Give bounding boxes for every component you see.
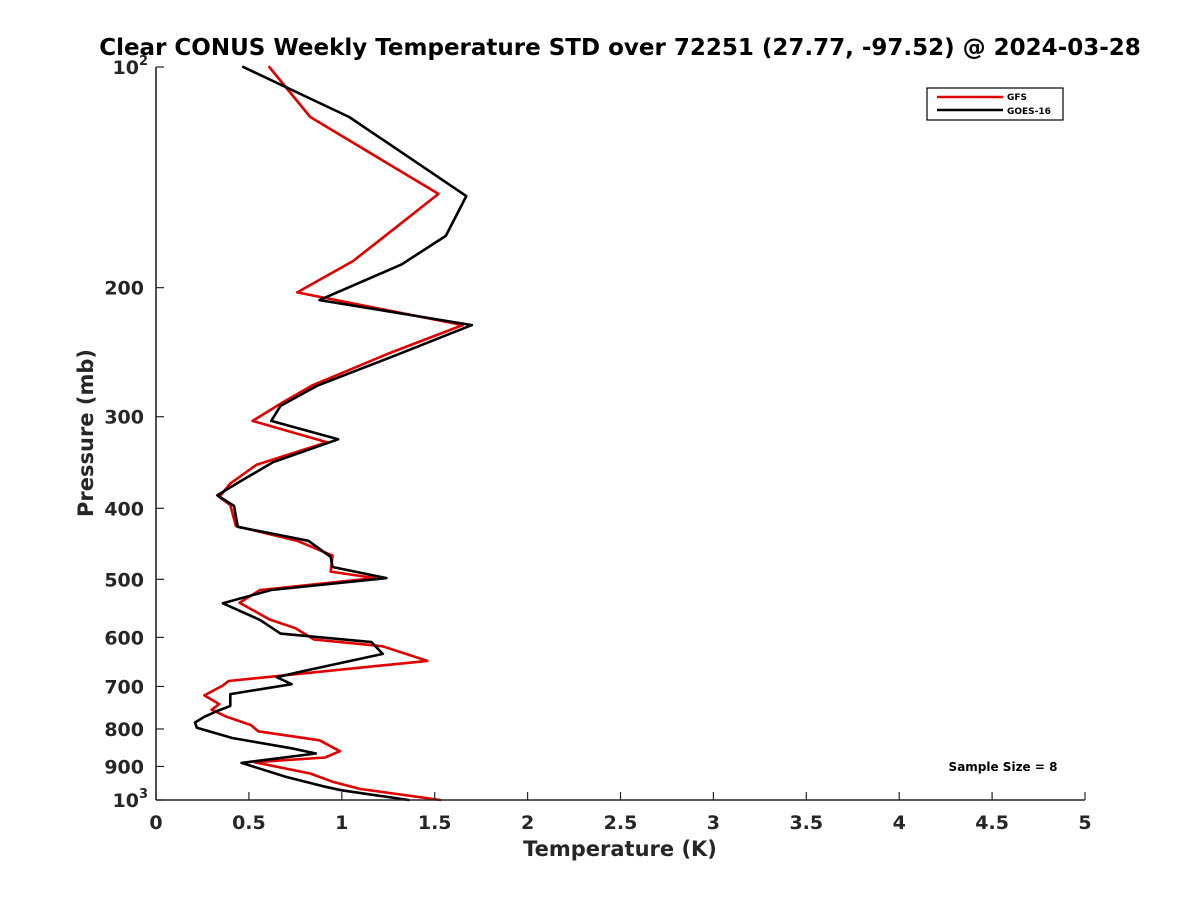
y-tick-label: 300: [104, 407, 144, 429]
legend: GFS GOES-16: [926, 87, 1064, 121]
sample-size-annotation: Sample Size = 8: [949, 760, 1058, 774]
y-tick-label: 400: [104, 498, 144, 520]
y-tick-label: 700: [104, 676, 144, 698]
y-tick-label: 500: [104, 569, 144, 591]
x-tick-label: 0.5: [232, 812, 266, 834]
y-tick-label: 600: [104, 627, 144, 649]
series-line-goes-16: [193, 65, 474, 802]
x-tick-label: 1.5: [418, 812, 452, 834]
x-tick-label: 4.5: [975, 812, 1009, 834]
y-tick-label: 102: [113, 54, 149, 79]
x-tick-label: 1: [335, 812, 348, 834]
legend-label-gfs: GFS: [1007, 93, 1027, 103]
chart-title: Clear CONUS Weekly Temperature STD over …: [99, 35, 1141, 61]
y-tick-label: 103: [113, 787, 149, 812]
y-axis-label: Pressure (mb): [74, 349, 98, 517]
x-tick-label: 3.5: [789, 812, 823, 834]
legend-box: [926, 87, 1064, 121]
series-layer: [193, 65, 474, 802]
x-tick-label: 2.5: [604, 812, 638, 834]
x-tick-label: 2: [521, 812, 534, 834]
y-tick-label: 900: [104, 756, 144, 778]
ticks-layer: 0 0.5 1 1.5 2 2.5 3 3.5 4 4.5 5 102 200 300 400 500 600 7…: [104, 54, 1091, 834]
x-tick-label: 0: [149, 812, 162, 834]
y-tick-label: 800: [104, 719, 144, 741]
x-axis-label: Temperature (K): [523, 837, 717, 861]
x-tick-label: 3: [707, 812, 720, 834]
x-tick-label: 5: [1078, 812, 1091, 834]
legend-label-goes-16: GOES-16: [1007, 107, 1051, 117]
x-tick-label: 4: [893, 812, 906, 834]
y-tick-label: 200: [104, 278, 144, 300]
series-line-gfs: [203, 65, 464, 802]
